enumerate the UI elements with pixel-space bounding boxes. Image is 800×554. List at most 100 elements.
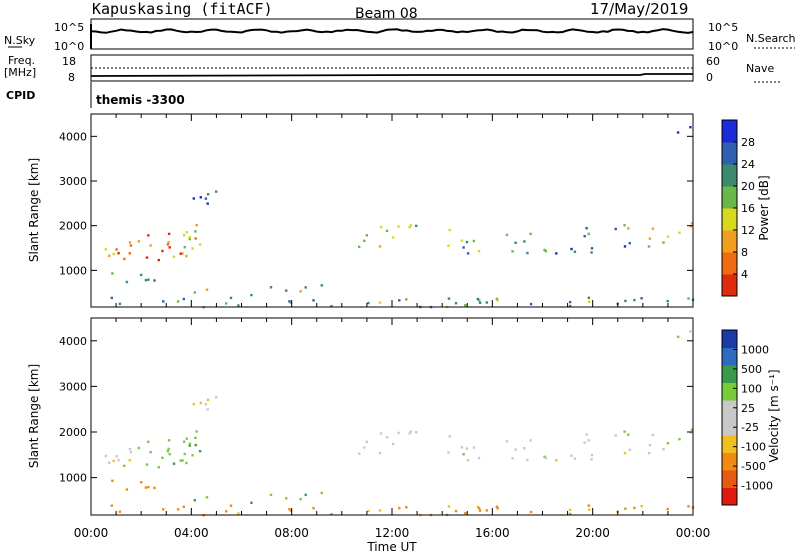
velocity-cell xyxy=(472,446,476,449)
velocity-cell xyxy=(583,441,586,444)
time-axis: 00:00 04:00 08:00 12:00 16:00 20:00 00:00 xyxy=(74,526,711,540)
power-cell xyxy=(137,240,140,243)
velocity-cell xyxy=(460,446,464,449)
velocity-cell xyxy=(587,504,590,507)
freq-panel: Freq. [MHz] 18 8 60 0 Nave xyxy=(4,54,780,84)
power-cell xyxy=(689,225,693,228)
power-cell xyxy=(466,252,470,255)
velocity-colorbar-tick-label: 100 xyxy=(741,382,762,395)
velocity-cell xyxy=(125,488,129,491)
power-cell xyxy=(269,286,273,289)
power-cell xyxy=(312,299,315,302)
power-scatter xyxy=(104,126,695,309)
velocity-cell xyxy=(108,461,111,464)
power-colorbar-tick-label: 20 xyxy=(741,180,755,193)
power-cell xyxy=(149,244,152,247)
velocity-cell xyxy=(191,454,194,457)
power-cell xyxy=(161,249,164,253)
velocity-cell xyxy=(320,491,323,495)
velocity-cell xyxy=(690,428,694,431)
velocity-cell xyxy=(157,466,160,469)
time-tick-label: 16:00 xyxy=(475,526,510,540)
velocity-cell xyxy=(123,464,126,467)
velocity-yaxis: 4000 3000 2000 1000 xyxy=(59,335,693,485)
velocity-cell xyxy=(447,505,451,508)
velocity-cell xyxy=(167,447,170,451)
time-tick-label: 12:00 xyxy=(375,526,410,540)
power-cell xyxy=(123,257,126,261)
freq-label: Freq. xyxy=(8,54,35,67)
power-ylabel: Slant Range [km] xyxy=(27,158,41,262)
velocity-cell xyxy=(128,459,131,462)
nsky-frame xyxy=(90,18,694,50)
power-cell xyxy=(570,247,573,251)
velocity-cell xyxy=(188,442,192,445)
power-cell xyxy=(514,241,517,244)
power-colorbar-segment xyxy=(722,208,737,231)
power-cell xyxy=(299,290,302,293)
velocity-cell xyxy=(192,403,195,406)
velocity-cell xyxy=(514,448,517,451)
velocity-cell xyxy=(206,398,210,402)
power-cell xyxy=(289,301,293,304)
power-cell xyxy=(225,302,228,305)
power-cell xyxy=(288,300,291,303)
time-tick-label: 20:00 xyxy=(575,526,610,540)
power-cell xyxy=(485,301,488,304)
velocity-cell xyxy=(573,457,577,460)
cpid-panel: CPID themis -3300 xyxy=(6,82,185,108)
velocity-cell xyxy=(397,431,400,435)
power-cell xyxy=(320,284,323,287)
power-cell xyxy=(587,232,590,236)
velocity-cell xyxy=(633,506,636,510)
velocity-colorbar-segment xyxy=(722,417,737,436)
velocity-ytick-label: 1000 xyxy=(59,472,87,485)
velocity-cell xyxy=(117,458,120,462)
power-cell xyxy=(181,252,184,255)
velocity-cell xyxy=(166,449,170,453)
time-tick-label: 04:00 xyxy=(174,526,209,540)
time-axis-label: Time UT xyxy=(366,540,417,554)
power-cell xyxy=(188,237,191,241)
cpid-value: themis -3300 xyxy=(96,93,185,107)
power-cell xyxy=(115,248,118,251)
velocity-colorbar-segment xyxy=(722,470,737,488)
power-ytick-label: 3000 xyxy=(59,175,87,188)
power-colorbar-segment xyxy=(722,230,737,253)
velocity-cell xyxy=(477,456,481,460)
cpid-label: CPID xyxy=(6,89,35,102)
station-title: Kapuskasing (fitACF) xyxy=(92,0,273,18)
velocity-colorbar-tick-label: -100 xyxy=(741,441,766,454)
velocity-colorbar-tick-label: 500 xyxy=(741,363,762,376)
velocity-colorbar: 1000 500 100 25 -25 -100 -500 -1000 xyxy=(721,329,773,506)
velocity-cell xyxy=(588,508,591,511)
velocity-cell xyxy=(182,505,185,508)
power-cell xyxy=(104,248,107,251)
power-xaxis-ticks xyxy=(90,114,694,307)
power-cell xyxy=(176,300,180,303)
velocity-cell xyxy=(111,479,114,482)
power-colorbar: 28 24 20 16 12 8 4 xyxy=(721,119,755,297)
power-cell xyxy=(140,273,143,277)
power-cell xyxy=(110,296,113,300)
velocity-cell xyxy=(144,486,148,489)
velocity-cell xyxy=(624,507,627,510)
power-cell xyxy=(128,252,131,255)
power-cell xyxy=(285,289,288,292)
power-colorbar-tick-label: 8 xyxy=(741,246,748,259)
power-cell xyxy=(590,247,594,250)
velocity-cell xyxy=(168,452,171,456)
velocity-cell xyxy=(147,485,150,489)
velocity-cell xyxy=(676,335,680,338)
power-cell xyxy=(454,302,458,305)
power-colorbar-tick-label: 24 xyxy=(741,158,755,171)
nsky-left-tick-top: 10^5 xyxy=(54,21,84,34)
power-cell xyxy=(405,298,408,301)
velocity-cell xyxy=(568,512,572,516)
power-cell xyxy=(690,222,694,225)
power-ytick-label: 4000 xyxy=(59,130,87,143)
velocity-cell xyxy=(689,431,693,434)
velocity-cell xyxy=(115,455,118,458)
power-cell xyxy=(511,250,514,253)
velocity-cell xyxy=(112,459,115,463)
